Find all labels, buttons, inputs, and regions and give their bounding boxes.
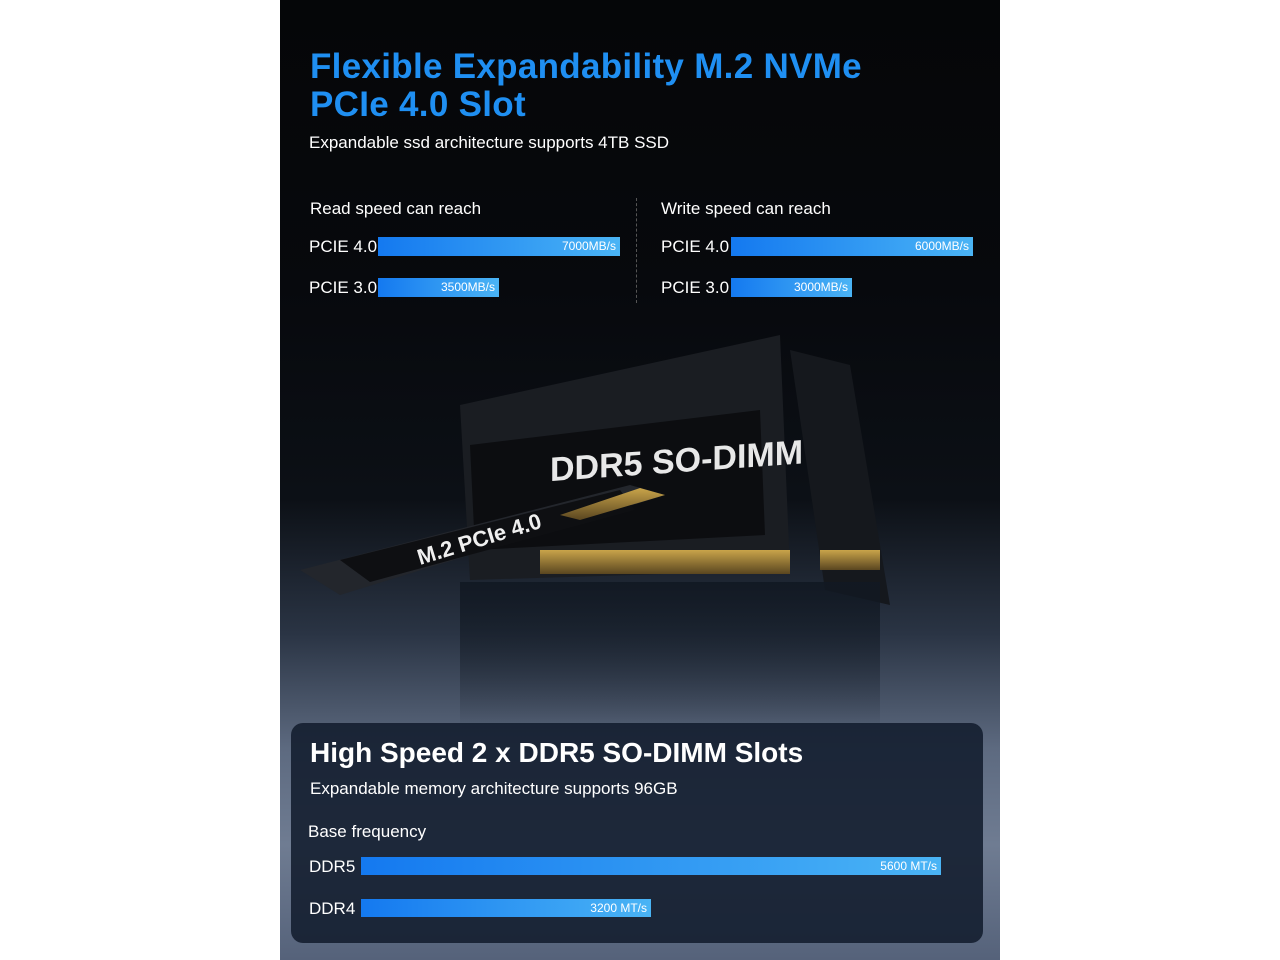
bar-value: 6000MB/s [914, 239, 969, 253]
memory-bar-track: 5600 MT/s [361, 857, 941, 875]
read-bar-track: 7000MB/s [378, 237, 620, 256]
write-bar-track: 6000MB/s [731, 237, 973, 256]
memory-bar: 5600 MT/s [361, 857, 941, 875]
write-speed-label: Write speed can reach [661, 199, 831, 218]
ram-stick-back [790, 350, 890, 605]
reflection [460, 582, 880, 732]
page-title: Flexible Expandability M.2 NVMe PCIe 4.0… [310, 48, 862, 124]
subtitle: Expandable ssd architecture supports 4TB… [309, 133, 670, 152]
memory-row-label: DDR5 [309, 857, 356, 876]
write-bar: 3000MB/s [731, 278, 852, 297]
read-row-label: PCIE 3.0 [309, 278, 378, 297]
memory-title: High Speed 2 x DDR5 SO-DIMM Slots [310, 737, 804, 768]
memory-bar-track: 3200 MT/s [361, 899, 941, 917]
title-line-2: PCIe 4.0 Slot [310, 85, 526, 124]
read-speed-label: Read speed can reach [310, 199, 482, 218]
read-bar-track: 3500MB/s [378, 278, 620, 297]
base-frequency-label: Base frequency [308, 822, 427, 841]
product-banner: Flexible Expandability M.2 NVMe PCIe 4.0… [280, 0, 1000, 960]
read-bar: 7000MB/s [378, 237, 620, 256]
divider [636, 198, 637, 303]
write-bar-track: 3000MB/s [731, 278, 973, 297]
bar-value: 3500MB/s [440, 280, 495, 294]
bar-value: 5600 MT/s [880, 859, 937, 873]
title-line-1: Flexible Expandability M.2 NVMe [310, 47, 862, 86]
memory-info-card: High Speed 2 x DDR5 SO-DIMM Slots Expand… [291, 723, 983, 943]
write-row-label: PCIE 3.0 [661, 278, 730, 297]
memory-subtitle: Expandable memory architecture supports … [310, 779, 678, 798]
bar-value: 7000MB/s [561, 239, 616, 253]
product-illustration: DDR5 SO-DIMM M.2 PCIe 4.0 [300, 335, 890, 732]
memory-bar: 3200 MT/s [361, 899, 651, 917]
read-bar: 3500MB/s [378, 278, 499, 297]
write-bar: 6000MB/s [731, 237, 973, 256]
write-row-label: PCIE 4.0 [661, 237, 730, 256]
read-row-label: PCIE 4.0 [309, 237, 378, 256]
bar-value: 3200 MT/s [590, 901, 647, 915]
memory-row-label: DDR4 [309, 899, 356, 918]
bar-value: 3000MB/s [793, 280, 848, 294]
